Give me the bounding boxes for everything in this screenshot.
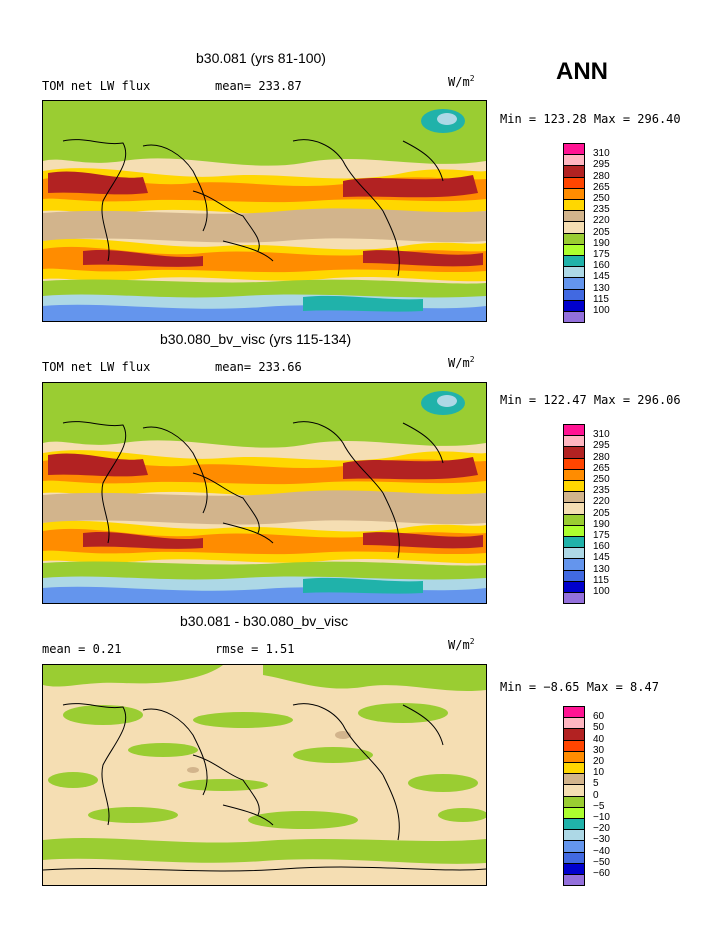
panel-2-minmax: Min = 122.47 Max = 296.06 <box>500 393 681 407</box>
legend-level-label: 10 <box>593 767 605 779</box>
legend-level-label: 115 <box>593 293 609 305</box>
legend-level-label: 205 <box>593 226 610 238</box>
panel-2-contour-field <box>43 383 486 603</box>
legend-level-label: 235 <box>593 204 610 216</box>
legend-level-label: 220 <box>593 215 610 227</box>
panel-3-minmax: Min = −8.65 Max = 8.47 <box>500 680 659 694</box>
panel-3-units-base: W/m <box>448 638 470 652</box>
legend-level-label: 115 <box>593 574 609 586</box>
panel-1-mean: mean= 233.87 <box>215 79 302 93</box>
season-label: ANN <box>556 58 608 85</box>
legend-level-label: 235 <box>593 485 610 497</box>
legend-level-label: 205 <box>593 507 610 519</box>
panel-2-units: W/m2 <box>448 355 475 370</box>
legend-swatch <box>563 311 585 324</box>
legend-level-label: 0 <box>593 789 599 801</box>
legend-level-label: 160 <box>593 541 610 553</box>
panel-2-map <box>42 382 487 604</box>
panel-3-units-exp: 2 <box>469 637 475 646</box>
legend-level-label: −20 <box>593 823 610 835</box>
panel-3-units: W/m2 <box>448 637 475 652</box>
legend-level-label: 145 <box>593 271 610 283</box>
legend-level-label: 310 <box>593 429 610 441</box>
panel-3-map <box>42 664 487 886</box>
legend-level-label: −10 <box>593 812 610 823</box>
legend-level-label: 175 <box>593 249 610 260</box>
legend-level-label: 20 <box>593 756 605 767</box>
legend-level-label: 250 <box>593 193 610 204</box>
legend-level-label: −30 <box>593 834 610 846</box>
legend-level-label: 130 <box>593 563 610 575</box>
legend-level-label: 30 <box>593 744 605 756</box>
panel-2-mean: mean= 233.66 <box>215 360 302 374</box>
legend-level-label: 130 <box>593 282 610 294</box>
panel-1-units: W/m2 <box>448 74 475 89</box>
legend-level-label: 220 <box>593 496 610 508</box>
panel-2-title: b30.080_bv_visc (yrs 115-134) <box>160 331 352 347</box>
panel-3-legend: 60 50 40 30 20 10 5 0 −5 −10 −20 −30 −40 −50 −60 <box>563 706 643 887</box>
legend-level-label: 160 <box>593 260 610 272</box>
legend-level-label: −5 <box>593 800 605 812</box>
panel-3-mean: mean = 0.21 <box>42 642 122 656</box>
legend-level-label: 250 <box>593 474 610 485</box>
panel-1-units-base: W/m <box>448 75 470 89</box>
legend-level-label: 50 <box>593 722 605 734</box>
panel-2-units-exp: 2 <box>469 355 475 364</box>
legend-level-label: −60 <box>593 868 610 879</box>
legend-level-label: 280 <box>593 451 610 463</box>
legend-level-label: 100 <box>593 305 610 316</box>
panel-3-contour-field <box>43 665 486 885</box>
legend-level-label: 310 <box>593 148 610 160</box>
legend-level-label: 295 <box>593 440 610 452</box>
panel-3-rmse: rmse = 1.51 <box>215 642 295 656</box>
panel-1-title: b30.081 (yrs 81-100) <box>196 50 326 66</box>
legend-level-label: 100 <box>593 586 610 597</box>
legend-level-label: 265 <box>593 181 610 193</box>
legend-level-label: 295 <box>593 159 610 171</box>
legend-level-label: 5 <box>593 778 599 790</box>
legend-level-label: 280 <box>593 170 610 182</box>
panel-1-legend: 310 295 280 265 250 235 220 205 190 175 160 145 130 1… <box>563 143 643 324</box>
panel-1-units-exp: 2 <box>469 74 475 83</box>
legend-level-label: 265 <box>593 462 610 474</box>
legend-swatch <box>563 592 585 605</box>
legend-level-label: 175 <box>593 530 610 541</box>
legend-swatch <box>563 874 585 887</box>
panel-1-field-label: TOM net LW flux <box>42 79 151 93</box>
panel-1-minmax: Min = 123.28 Max = 296.40 <box>500 112 681 126</box>
panel-1-map <box>42 100 487 322</box>
legend-level-label: 60 <box>593 711 605 723</box>
legend-level-label: −50 <box>593 856 610 868</box>
panel-2-units-base: W/m <box>448 356 470 370</box>
panel-3-title: b30.081 - b30.080_bv_visc <box>180 613 349 629</box>
panel-2-field-label: TOM net LW flux <box>42 360 151 374</box>
panel-2-legend: 310 295 280 265 250 235 220 205 190 175 160 145 130 1… <box>563 424 643 605</box>
legend-level-label: 40 <box>593 733 605 745</box>
legend-level-label: 190 <box>593 518 610 530</box>
legend-level-label: 145 <box>593 552 610 564</box>
legend-level-label: 190 <box>593 237 610 249</box>
legend-level-label: −40 <box>593 845 610 857</box>
panel-1-contour-field <box>43 101 486 321</box>
